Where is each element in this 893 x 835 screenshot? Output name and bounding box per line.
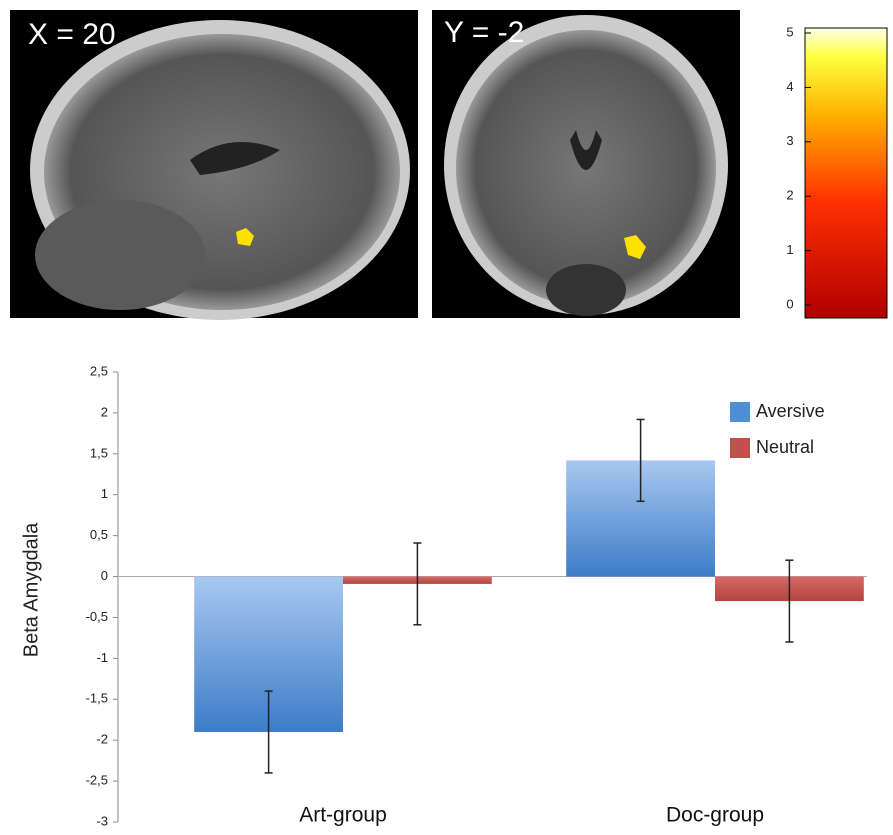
y-tick-label: 0,5 [90, 527, 108, 542]
coronal-image: Y = -2 [432, 10, 740, 318]
bar-chart: -3 -2,5 -2 -1,5 -1 -0,5 0 0,5 1 1,5 2 2,5 Beta Amygd… [20, 363, 867, 828]
legend-swatch [730, 402, 750, 422]
colorbar-tick-label: 5 [786, 24, 793, 39]
colorbar-tick-label: 1 [786, 242, 793, 257]
legend-label: Neutral [756, 437, 814, 457]
y-tick-label: -3 [96, 813, 108, 828]
colorbar-tick-label: 0 [786, 296, 793, 311]
panel-label: X = 20 [28, 18, 116, 51]
panel-label: Y = -2 [444, 16, 524, 49]
y-tick-label: 2 [101, 404, 108, 419]
y-tick-label: -2,5 [86, 773, 108, 788]
y-tick-label: 1,5 [90, 445, 108, 460]
sagittal-image: X = 20 [10, 10, 418, 320]
colorbar-tick-label: 2 [786, 188, 793, 203]
legend-swatch [730, 438, 750, 458]
y-tick-label: -1,5 [86, 691, 108, 706]
x-tick-label: Art-group [299, 804, 387, 827]
y-tick-label: 1 [101, 486, 108, 501]
y-tick-label: 0 [101, 568, 108, 583]
y-axis-title: Beta Amygdala [20, 522, 42, 657]
y-tick-label: -1 [96, 650, 108, 665]
colorbar-tick-label: 4 [786, 79, 793, 94]
y-tick-label: 2,5 [90, 363, 108, 378]
y-tick-label: -0,5 [86, 609, 108, 624]
colorbar [804, 27, 888, 319]
colorbar-tick-label: 3 [786, 133, 793, 148]
colorbar-axis: 0 1 2 3 4 5 [786, 24, 811, 311]
x-tick-label: Doc-group [666, 804, 764, 827]
legend-label: Aversive [756, 401, 825, 421]
y-tick-label: -2 [96, 732, 108, 747]
